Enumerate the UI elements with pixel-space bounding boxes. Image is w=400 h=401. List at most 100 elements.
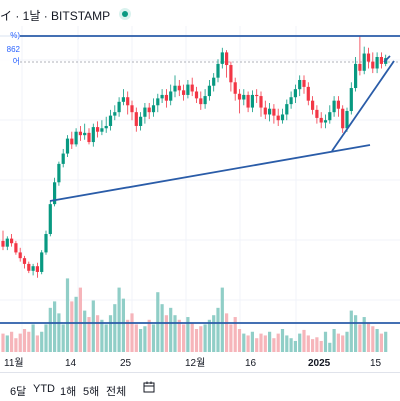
volume-bar	[186, 317, 190, 352]
candle-body	[5, 238, 9, 247]
candle-body	[233, 82, 237, 94]
candle-body	[147, 107, 151, 113]
range-ytd-button[interactable]: YTD	[33, 383, 55, 395]
candle-body	[341, 108, 345, 129]
candle-body	[18, 252, 22, 259]
volume-bar	[104, 324, 108, 352]
candle-body	[117, 101, 121, 113]
x-tick-label: 2025	[308, 358, 331, 369]
volume-bar	[1, 333, 5, 352]
volume-bar	[207, 319, 211, 352]
volume-bar	[220, 287, 224, 352]
series-label-name: 어	[0, 56, 20, 67]
volume-bar	[177, 319, 181, 352]
x-tick-label: 16	[245, 358, 257, 369]
candle-body	[87, 132, 91, 143]
volume-bar	[323, 331, 328, 352]
volume-bar	[233, 317, 237, 352]
candle-body	[151, 105, 156, 113]
volume-bar	[40, 331, 44, 352]
x-tick-label: 14	[65, 358, 77, 369]
candle-body	[246, 94, 250, 108]
candle-body	[293, 89, 297, 98]
volume-bar	[319, 340, 323, 352]
x-tick-label: 25	[120, 358, 132, 369]
symbol-title[interactable]: イ · 1날 · BITSTAMP	[0, 9, 111, 23]
candle-body	[164, 94, 168, 101]
volume-bar	[212, 315, 216, 352]
volume-bar	[311, 339, 315, 352]
x-tick-label: 11월	[4, 357, 24, 369]
volume-bar	[306, 335, 310, 352]
candle-body	[280, 114, 285, 121]
volume-bar	[130, 313, 134, 352]
volume-bar	[113, 304, 117, 352]
candle-body	[139, 116, 143, 126]
candle-body	[31, 266, 35, 271]
candle-body	[100, 128, 104, 132]
range-6m-button[interactable]: 6달	[10, 386, 27, 398]
range-all-button[interactable]: 전체	[106, 386, 127, 398]
candle-body	[70, 138, 74, 145]
candle-body	[74, 131, 78, 145]
volume-bar	[328, 342, 332, 352]
volume-bar	[259, 333, 263, 352]
volume-bar	[371, 326, 375, 352]
candle-body	[263, 107, 267, 115]
candle-body	[323, 120, 328, 123]
candle-body	[268, 108, 272, 115]
candle-body	[250, 94, 254, 108]
candle-body	[302, 79, 306, 87]
candle-body	[259, 96, 263, 108]
candle-body	[336, 100, 340, 109]
candle-body	[298, 79, 302, 90]
volume-bar	[194, 329, 199, 352]
candle-body	[143, 107, 147, 117]
candle-body	[57, 163, 61, 183]
candle-body	[225, 52, 229, 66]
volume-bar	[57, 313, 61, 352]
series-label-value: 862	[0, 45, 20, 56]
range-5y-button[interactable]: 5해	[83, 386, 100, 398]
volume-bar	[336, 333, 340, 352]
candle-body	[156, 98, 160, 106]
volume-bar	[134, 324, 138, 352]
volume-bar	[349, 310, 353, 352]
candle-body	[169, 91, 173, 101]
volume-bar	[87, 317, 91, 352]
candle-body	[10, 238, 14, 244]
volume-bar	[117, 287, 121, 352]
range-toolbar: 6달 YTD 1해 5해 전체	[0, 372, 400, 401]
calendar-icon[interactable]	[143, 381, 155, 393]
volume-bar	[27, 331, 31, 352]
candle-body	[113, 112, 117, 116]
candle-body	[194, 91, 199, 99]
volume-bar	[332, 329, 336, 352]
volume-bar	[164, 315, 168, 352]
candle-body	[349, 88, 353, 112]
candle-body	[242, 94, 246, 100]
candle-body	[345, 111, 349, 129]
volume-bar	[121, 298, 125, 352]
candle-body	[229, 65, 233, 83]
volume-bar	[70, 301, 74, 352]
candle-body	[328, 112, 332, 121]
candle-body	[354, 63, 358, 89]
candle-body	[366, 53, 371, 62]
volume-bar	[199, 326, 203, 352]
trendline-drawings[interactable]	[0, 35, 400, 324]
range-1y-button[interactable]: 1해	[60, 386, 77, 398]
candle-body	[160, 94, 164, 99]
x-tick-label: 12월	[185, 357, 205, 369]
volume-bar	[276, 333, 280, 352]
candle-body	[375, 56, 379, 69]
candle-body	[104, 125, 108, 129]
volume-bar	[268, 331, 272, 352]
volume-bar	[190, 322, 194, 352]
volume-bar	[65, 278, 70, 352]
volume-bar	[237, 329, 242, 352]
candle-body	[27, 263, 31, 271]
volume-bar	[44, 324, 48, 352]
volume-bar	[108, 315, 113, 352]
